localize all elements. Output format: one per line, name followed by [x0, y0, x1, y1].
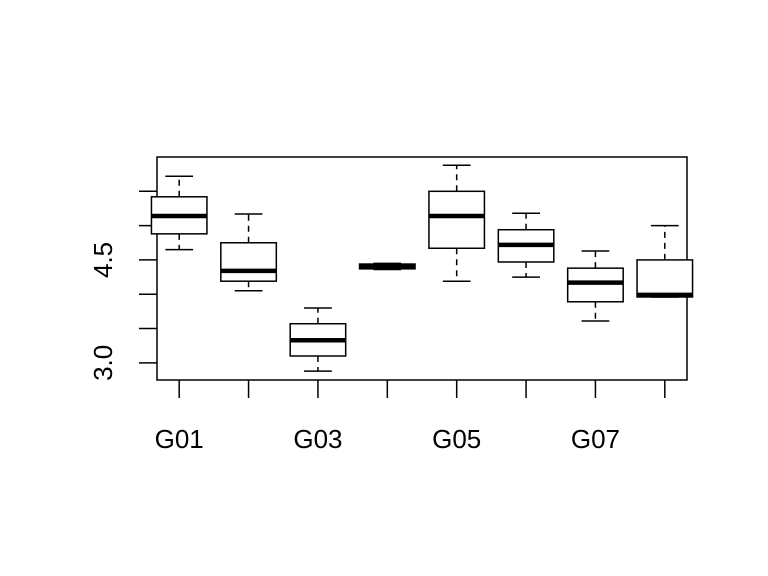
- box: [566, 267, 624, 303]
- x-tick-label: G01: [155, 424, 204, 454]
- x-tick-label: G03: [293, 424, 342, 454]
- box: [636, 259, 694, 298]
- x-tick-label: G05: [432, 424, 481, 454]
- y-tick-label: 4.5: [88, 242, 118, 278]
- y-tick-label: 3.0: [88, 345, 118, 381]
- x-tick-label: G07: [571, 424, 620, 454]
- box: [220, 242, 278, 282]
- box: [428, 190, 486, 250]
